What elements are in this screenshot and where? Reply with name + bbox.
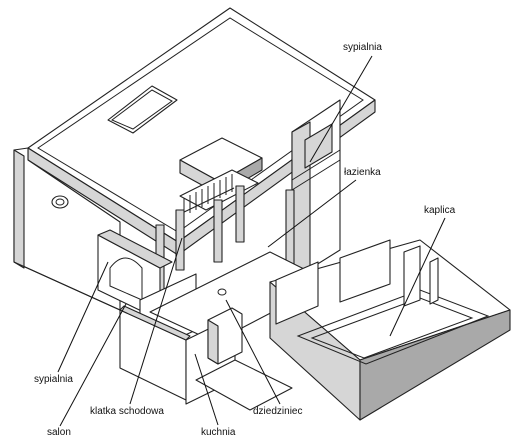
label-lazienka: łazienka	[344, 167, 381, 178]
label-sypialnia-top: sypialnia	[343, 42, 382, 53]
leader-kaplica	[389, 217, 446, 337]
leader-salon	[59, 303, 127, 427]
label-kaplica: kaplica	[424, 205, 456, 216]
wall-emblem-icon	[51, 195, 69, 209]
leader-sypialnia-top	[309, 55, 373, 163]
stair-railing	[179, 169, 259, 216]
label-dziedziniec: dziedziniec	[253, 406, 302, 417]
label-klatka-schodowa: klatka schodowa	[90, 406, 164, 417]
leader-kuchnia	[194, 353, 219, 426]
leader-sypialnia-left	[57, 261, 109, 373]
leader-lazienka	[267, 179, 357, 248]
kitchen-block	[207, 307, 243, 365]
label-salon: salon	[47, 427, 71, 438]
upper-bedroom-block	[291, 99, 341, 281]
chapel-wing	[269, 239, 511, 421]
skylight-hatch	[107, 85, 178, 134]
lower-front-walls	[119, 305, 293, 411]
leader-klatka-schodowa	[129, 237, 183, 405]
label-kuchnia: kuchnia	[201, 427, 236, 438]
label-sypialnia-left: sypialnia	[34, 374, 73, 385]
leader-dziedziniec	[225, 299, 281, 405]
chapel-walls	[275, 239, 439, 325]
left-outer-wall	[13, 147, 121, 311]
